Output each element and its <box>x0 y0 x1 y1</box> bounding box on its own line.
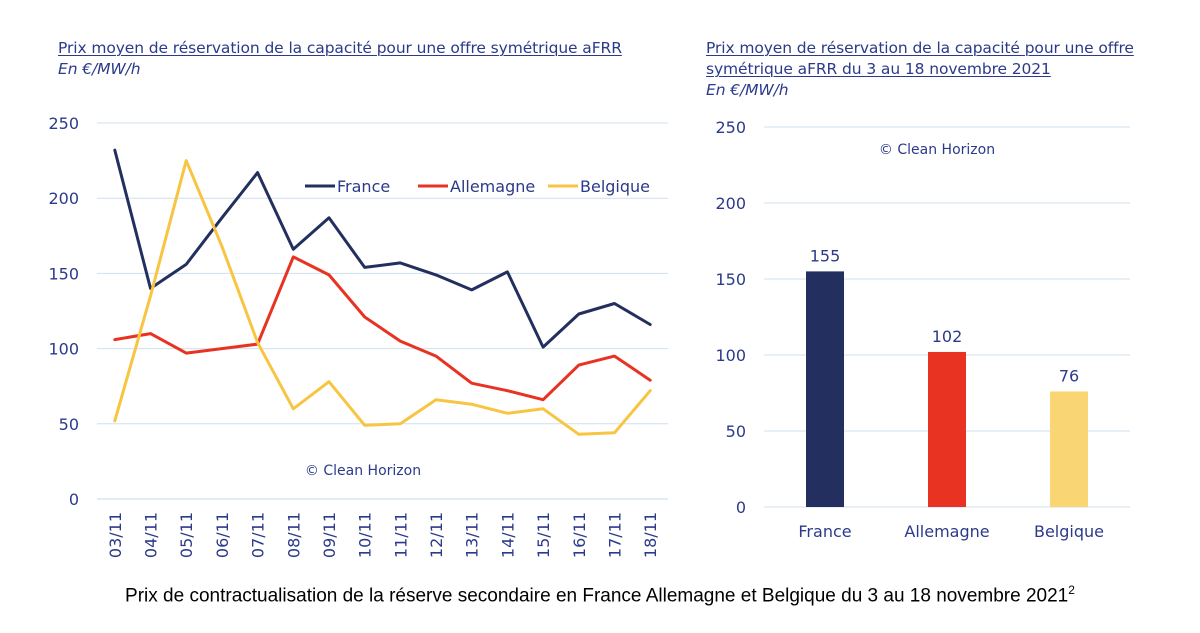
y-tick-label: 100 <box>715 346 746 365</box>
y-tick-label: 150 <box>48 264 79 283</box>
line-chart-unit: En €/MW/h <box>58 60 141 78</box>
y-tick-label: 150 <box>715 270 746 289</box>
y-tick-label: 250 <box>715 118 746 137</box>
x-category-label: Allemagne <box>904 522 989 541</box>
y-tick-label: 200 <box>715 194 746 213</box>
bar-chart-title-line1: Prix moyen de réservation de la capacité… <box>706 39 1134 57</box>
legend-label: Belgique <box>580 177 650 196</box>
x-tick-label: 06/11 <box>213 512 232 558</box>
x-tick-label: 15/11 <box>534 512 553 558</box>
x-tick-label: 17/11 <box>605 512 624 558</box>
y-tick-label: 100 <box>48 340 79 359</box>
figure-caption: Prix de contractualisation de la réserve… <box>0 583 1200 607</box>
bar-france <box>806 271 844 507</box>
x-tick-label: 03/11 <box>106 512 125 558</box>
legend-label: France <box>337 177 390 196</box>
bar-chart: 0 50 100 150 200 250 155 France 102 Allemagne 76 Be… <box>715 118 1130 541</box>
y-tick-label: 0 <box>69 490 79 509</box>
y-tick-label: 250 <box>48 114 79 133</box>
bar-chart-title: Prix moyen de réservation de la capacité… <box>706 38 1134 101</box>
x-tick-label: 14/11 <box>498 512 517 558</box>
bar-belgique <box>1050 391 1088 507</box>
bar-chart-title-line2: symétrique aFRR du 3 au 18 novembre 2021 <box>706 60 1051 78</box>
legend-label: Allemagne <box>450 177 535 196</box>
x-tick-label: 04/11 <box>142 512 161 558</box>
x-tick-label: 13/11 <box>463 512 482 558</box>
series-line-belgique <box>113 159 652 436</box>
x-tick-label: 09/11 <box>320 512 339 558</box>
watermark-text: © Clean Horizon <box>879 142 995 158</box>
bar-value-label: 155 <box>810 246 841 265</box>
watermark-text: © Clean Horizon <box>305 463 421 479</box>
line-chart: 0 50 100 150 200 250 03/11 04/11 05/11 06/11 07/11… <box>48 114 668 558</box>
x-tick-label: 05/11 <box>177 512 196 558</box>
x-tick-label: 10/11 <box>356 512 375 558</box>
bar-value-label: 102 <box>932 327 963 346</box>
y-tick-label: 200 <box>48 189 79 208</box>
y-tick-label: 50 <box>726 422 746 441</box>
x-tick-label: 16/11 <box>570 512 589 558</box>
y-tick-label: 50 <box>59 415 79 434</box>
series-line-france <box>113 148 652 349</box>
series-line-allemagne <box>113 255 652 402</box>
x-tick-label: 12/11 <box>427 512 446 558</box>
bar-value-label: 76 <box>1059 366 1079 385</box>
y-tick-label: 0 <box>736 498 746 517</box>
x-tick-label: 11/11 <box>391 512 410 558</box>
caption-footnote: 2 <box>1068 583 1075 597</box>
x-tick-label: 18/11 <box>641 512 660 558</box>
caption-text: Prix de contractualisation de la réserve… <box>125 585 1069 607</box>
line-chart-title: Prix moyen de réservation de la capacité… <box>58 38 622 80</box>
bar-chart-unit: En €/MW/h <box>706 81 789 99</box>
bar-allemagne <box>928 351 966 507</box>
x-category-label: France <box>798 522 851 541</box>
line-chart-title-text: Prix moyen de réservation de la capacité… <box>58 39 622 57</box>
x-category-label: Belgique <box>1034 522 1104 541</box>
x-tick-label: 07/11 <box>249 512 268 558</box>
x-tick-label: 08/11 <box>284 512 303 558</box>
